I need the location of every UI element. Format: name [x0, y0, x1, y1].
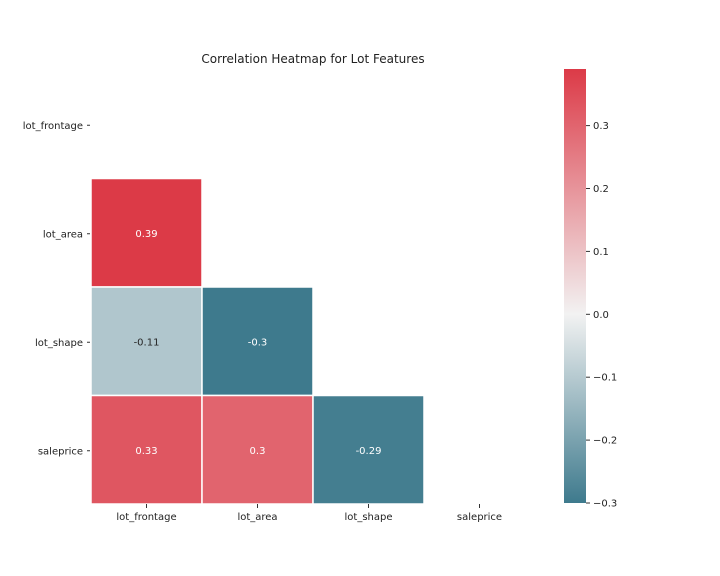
colorbar-tick-label: 0.0: [593, 310, 609, 321]
colorbar-tick-label: 0.2: [593, 184, 609, 195]
heatmap-cell-label: -0.3: [248, 337, 268, 348]
colorbar-tick-label: 0.3: [593, 121, 609, 132]
heatmap-cell: [90, 177, 203, 288]
colorbar-tick-label: −0.3: [593, 499, 617, 510]
colorbar-gradient: [564, 69, 586, 503]
y-tick-label: lot_frontage: [23, 121, 83, 132]
y-tick-label: lot_area: [43, 229, 83, 240]
heatmap-cell-label: -0.11: [134, 337, 160, 348]
heatmap-cell: [201, 286, 314, 397]
colorbar: 0.3 0.2 0.1 0.0 −0.1 −0.2 −0.3: [564, 69, 617, 510]
heatmap-cell-label: 0.33: [135, 446, 157, 457]
colorbar-ticks: 0.3 0.2 0.1 0.0 −0.1 −0.2 −0.3: [586, 121, 617, 510]
heatmap-cell: [90, 394, 203, 505]
y-axis: lot_frontage lot_area lot_shape saleprice: [23, 121, 90, 457]
colorbar-tick-label: 0.1: [593, 247, 609, 258]
x-tick-label: lot_shape: [345, 512, 393, 523]
heatmap-cells: 0.39 -0.11 -0.3 0.33 0.3 -0.29: [90, 177, 425, 505]
x-tick-label: lot_area: [237, 512, 277, 523]
y-tick-label: saleprice: [38, 446, 83, 457]
heatmap-cell-label: 0.3: [250, 446, 266, 457]
heatmap-cell: [201, 394, 314, 505]
x-axis: lot_frontage lot_area lot_shape saleprice: [116, 504, 502, 523]
x-tick-label: lot_frontage: [116, 512, 176, 523]
colorbar-tick-label: −0.1: [593, 373, 617, 384]
heatmap-cell-label: -0.29: [356, 446, 382, 457]
chart-title: Correlation Heatmap for Lot Features: [201, 52, 424, 66]
heatmap-cell: [90, 286, 203, 397]
colorbar-tick-label: −0.2: [593, 436, 617, 447]
x-tick-label: saleprice: [457, 512, 502, 523]
heatmap-cell-label: 0.39: [135, 229, 157, 240]
y-tick-label: lot_shape: [35, 338, 83, 349]
heatmap-cell: [312, 394, 425, 505]
